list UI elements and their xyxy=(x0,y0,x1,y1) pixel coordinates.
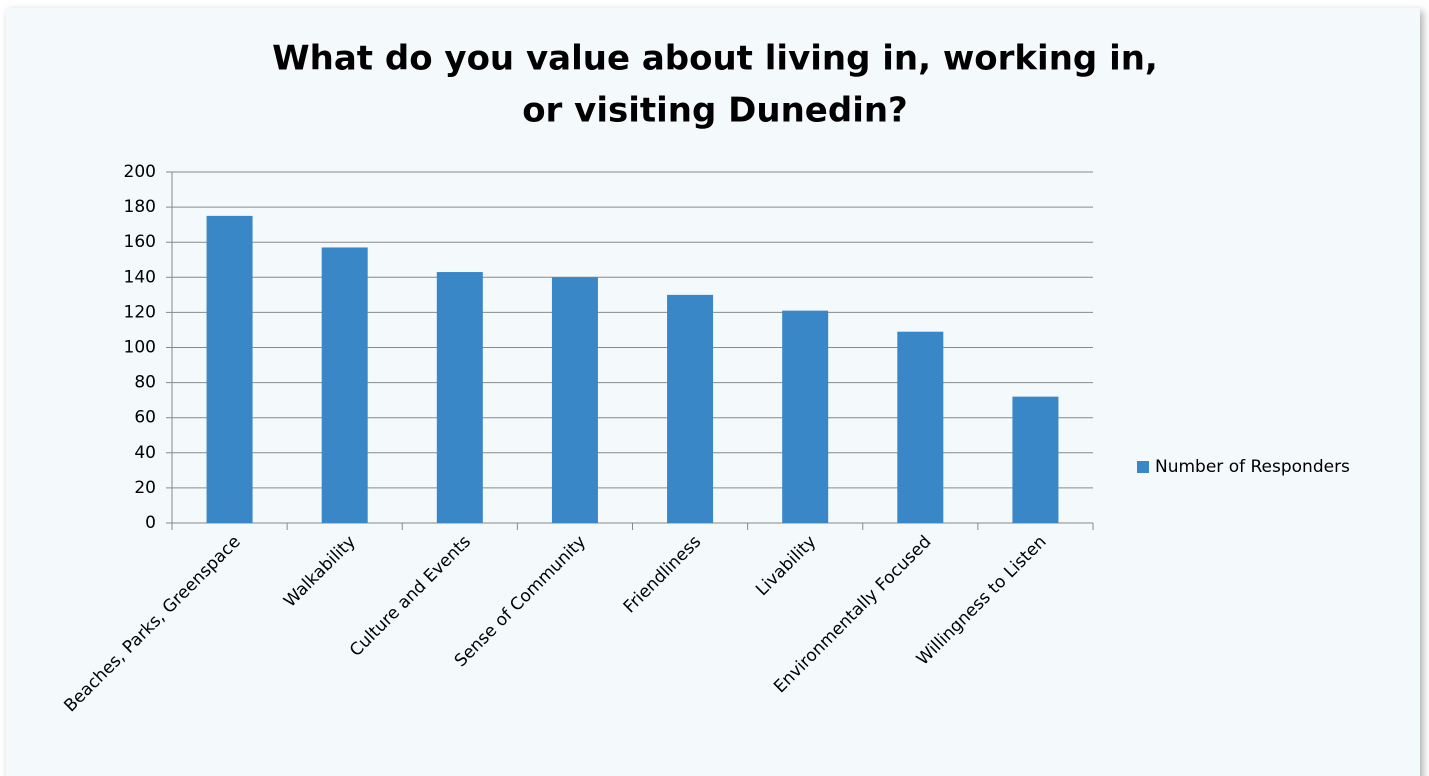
y-tick-label: 20 xyxy=(134,478,156,498)
y-tick-label: 80 xyxy=(134,373,156,393)
bar xyxy=(1012,396,1059,523)
chart-title: What do you value about living in, worki… xyxy=(272,39,1158,79)
y-tick-label: 200 xyxy=(124,162,156,182)
bar xyxy=(667,294,714,523)
y-tick-label: 180 xyxy=(124,197,156,217)
bar xyxy=(436,272,483,523)
bar xyxy=(206,215,253,523)
bar xyxy=(321,247,368,523)
bar xyxy=(782,310,829,523)
y-tick-label: 120 xyxy=(124,302,156,322)
y-tick-label: 60 xyxy=(134,408,156,428)
legend-swatch xyxy=(1137,461,1149,473)
legend-label: Number of Responders xyxy=(1155,457,1350,477)
chart-title: or visiting Dunedin? xyxy=(522,91,908,131)
y-tick-label: 100 xyxy=(124,338,156,358)
y-tick-label: 160 xyxy=(124,232,156,252)
bar xyxy=(897,331,944,523)
bar xyxy=(551,277,598,523)
y-tick-label: 140 xyxy=(124,267,156,287)
y-tick-label: 40 xyxy=(134,443,156,463)
y-tick-label: 0 xyxy=(145,513,156,533)
